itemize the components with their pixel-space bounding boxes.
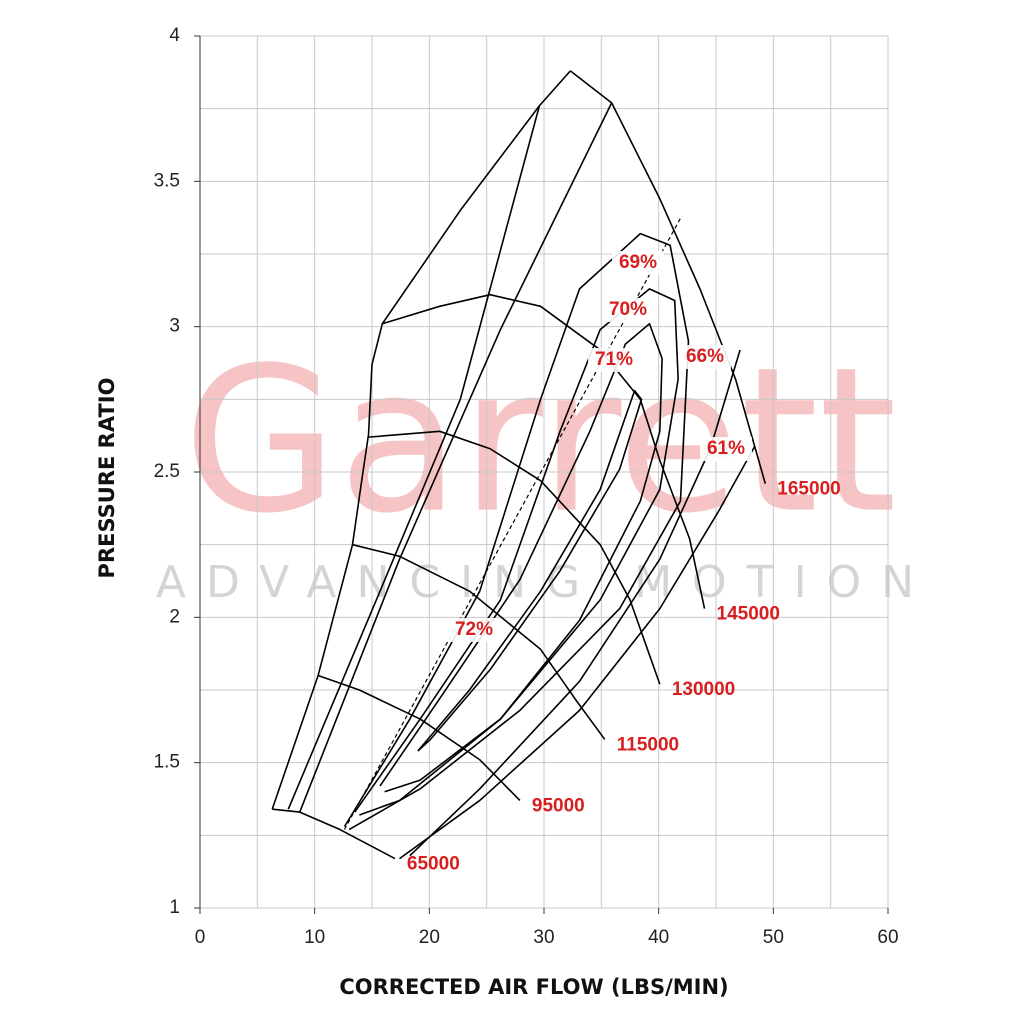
speed-line <box>569 70 767 484</box>
speed-label: 145000 <box>717 604 780 625</box>
x-tick-label: 30 <box>533 927 554 948</box>
efficiency-contour <box>354 288 679 816</box>
y-tick-label: 2 <box>169 606 180 627</box>
y-tick-label: 2.5 <box>154 461 180 482</box>
label-bg <box>612 251 664 275</box>
speed-label: 165000 <box>777 479 840 500</box>
x-tick-label: 40 <box>648 927 669 948</box>
speed-line <box>352 543 606 740</box>
efficiency-contour <box>299 102 741 857</box>
speed-line <box>272 808 396 860</box>
speed-line <box>368 430 661 685</box>
x-tick-label: 10 <box>304 927 325 948</box>
surge-line <box>271 70 571 810</box>
speed-line <box>317 674 521 802</box>
efficiency-label: 70% <box>609 299 647 320</box>
efficiency-contour <box>287 105 756 860</box>
efficiency-label: 61% <box>707 438 745 459</box>
efficiency-contour <box>417 389 643 752</box>
watermark: Garrett <box>183 325 897 558</box>
y-tick-label: 1 <box>169 897 180 918</box>
efficiency-contour <box>343 232 690 831</box>
label-bg <box>588 348 640 372</box>
speed-label: 65000 <box>407 854 460 875</box>
efficiency-label: 69% <box>619 252 657 273</box>
y-tick-label: 4 <box>169 25 180 46</box>
x-tick-label: 50 <box>763 927 784 948</box>
y-axis-title: PRESSURE RATIO <box>95 378 119 579</box>
label-bg <box>602 298 654 322</box>
efficiency-label: 72% <box>455 619 493 640</box>
speed-label: 95000 <box>532 795 585 816</box>
x-axis-title: CORRECTED AIR FLOW (LBS/MIN) <box>339 975 728 999</box>
speed-label: 130000 <box>672 679 735 700</box>
label-bg <box>700 437 752 461</box>
x-tick-label: 20 <box>419 927 440 948</box>
y-tick-label: 3.5 <box>154 170 180 191</box>
y-tick-label: 1.5 <box>154 752 180 773</box>
efficiency-label: 71% <box>595 349 633 370</box>
x-tick-label: 0 <box>195 927 206 948</box>
label-bg <box>679 345 731 369</box>
x-tick-label: 60 <box>877 927 898 948</box>
label-bg <box>448 618 500 642</box>
speed-label: 115000 <box>617 734 679 755</box>
y-tick-label: 3 <box>169 316 180 337</box>
efficiency-label: 66% <box>686 346 724 367</box>
